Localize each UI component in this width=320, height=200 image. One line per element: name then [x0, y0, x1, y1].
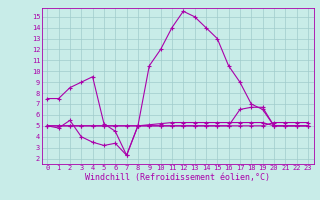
X-axis label: Windchill (Refroidissement éolien,°C): Windchill (Refroidissement éolien,°C) [85, 173, 270, 182]
